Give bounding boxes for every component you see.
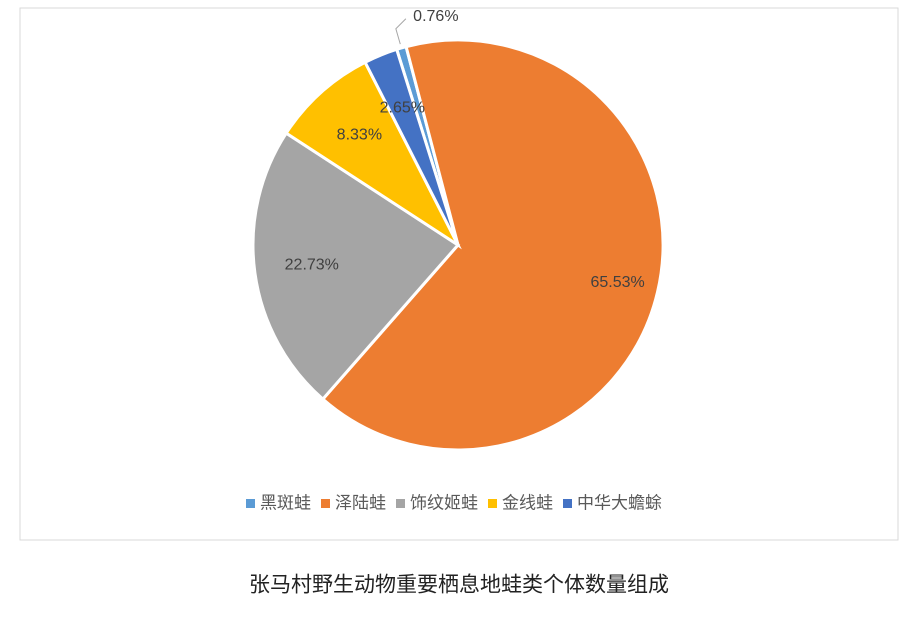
pie-slice xyxy=(363,47,460,246)
data-label: 22.73% xyxy=(285,256,339,273)
data-label: 8.33% xyxy=(337,126,382,143)
leader-line xyxy=(395,18,407,45)
legend-swatch xyxy=(321,499,330,508)
legend-label: 泽陆蛙 xyxy=(335,493,386,512)
pie-slice xyxy=(320,38,665,452)
legend-swatch xyxy=(563,499,572,508)
legend-label: 饰纹姬蛙 xyxy=(410,493,478,512)
pie-slice xyxy=(251,131,461,402)
pie-slice xyxy=(284,60,462,250)
legend-swatch xyxy=(246,499,255,508)
legend-label: 中华大蟾蜍 xyxy=(577,493,662,512)
legend-swatch xyxy=(396,499,405,508)
legend-label: 金线蛙 xyxy=(502,493,553,512)
chart-title: 张马村野生动物重要栖息地蛙类个体数量组成 xyxy=(249,574,669,597)
data-label: 2.65% xyxy=(380,100,425,117)
data-label: 65.53% xyxy=(590,274,644,291)
legend-label: 黑斑蛙 xyxy=(260,493,311,512)
legend-swatch xyxy=(488,499,497,508)
data-label: 0.76% xyxy=(413,8,458,25)
